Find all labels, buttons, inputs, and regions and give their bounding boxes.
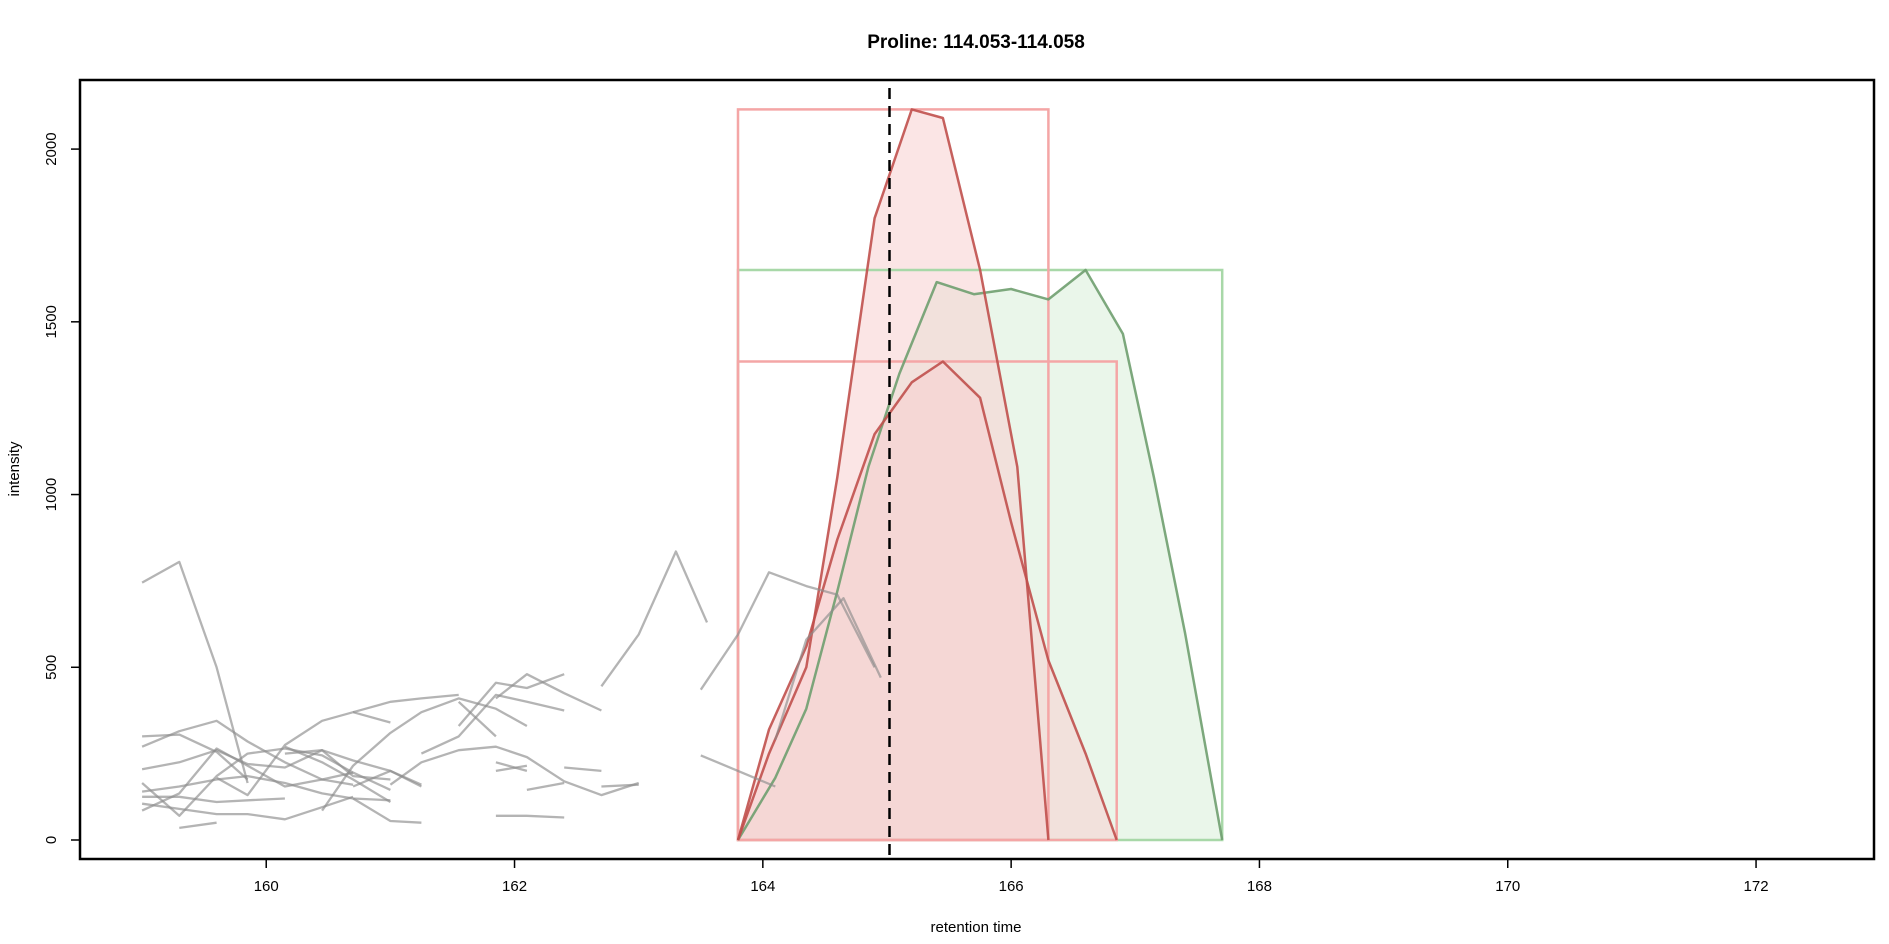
peak-line-green-1 bbox=[736, 268, 1224, 841]
y-axis: 0 500 1000 1500 2000 bbox=[43, 132, 81, 844]
noise-traces-layer bbox=[141, 550, 882, 830]
noise-trace-28 bbox=[601, 783, 639, 788]
noise-trace-24 bbox=[495, 761, 528, 773]
x-tick-label: 170 bbox=[1495, 878, 1520, 895]
noise-trace-19 bbox=[420, 693, 565, 755]
y-tick-label: 1500 bbox=[43, 305, 60, 338]
x-tick-label: 168 bbox=[1247, 878, 1272, 895]
noise-trace-4 bbox=[141, 747, 354, 812]
x-axis: 160 162 164 166 168 170 172 bbox=[254, 858, 1769, 895]
noise-trace-23 bbox=[495, 764, 528, 773]
noise-trace-7 bbox=[141, 747, 391, 817]
noise-trace-5 bbox=[142, 795, 285, 804]
noise-trace-11 bbox=[216, 711, 391, 797]
noise-trace-26 bbox=[526, 781, 565, 792]
y-tick-label: 500 bbox=[43, 655, 60, 680]
y-tick-label: 0 bbox=[43, 836, 60, 844]
noise-trace-29 bbox=[600, 550, 709, 687]
noise-trace-17 bbox=[352, 797, 422, 824]
x-tick-label: 172 bbox=[1744, 878, 1769, 895]
chart-title: Proline: 114.053-114.058 bbox=[867, 32, 1085, 53]
noise-trace-31 bbox=[774, 597, 882, 741]
noise-trace-27 bbox=[564, 766, 602, 773]
y-tick-label: 1000 bbox=[43, 478, 60, 511]
noise-trace-6 bbox=[141, 749, 422, 788]
noise-trace-13 bbox=[284, 745, 391, 803]
x-tick-label: 164 bbox=[750, 878, 775, 895]
peak-fills bbox=[738, 109, 1223, 840]
noise-trace-9 bbox=[141, 774, 391, 802]
noise-trace-18 bbox=[389, 745, 640, 797]
noise-trace-21 bbox=[457, 700, 497, 738]
x-tick-label: 160 bbox=[254, 878, 279, 895]
noise-trace-1 bbox=[141, 560, 249, 784]
peak-box-red-3 bbox=[736, 360, 1118, 842]
noise-trace-15 bbox=[352, 769, 422, 788]
peaks-layer bbox=[736, 108, 1224, 842]
noise-trace-25 bbox=[495, 814, 565, 819]
noise-trace-10 bbox=[179, 821, 217, 830]
noise-trace-30 bbox=[699, 571, 876, 691]
noise-trace-14 bbox=[321, 697, 528, 812]
noise-trace-8 bbox=[141, 795, 354, 821]
noise-trace-32 bbox=[700, 754, 776, 788]
noise-trace-16 bbox=[352, 693, 459, 714]
y-axis-label: intensity bbox=[6, 441, 23, 497]
noise-trace-22 bbox=[495, 673, 602, 712]
x-axis-label: retention time bbox=[931, 919, 1022, 936]
peak-line-red-2 bbox=[736, 108, 1050, 841]
peak-area-red-3 bbox=[738, 361, 1117, 840]
x-tick-label: 166 bbox=[999, 878, 1024, 895]
y-tick-label: 2000 bbox=[43, 132, 60, 165]
x-tick-label: 162 bbox=[502, 878, 527, 895]
